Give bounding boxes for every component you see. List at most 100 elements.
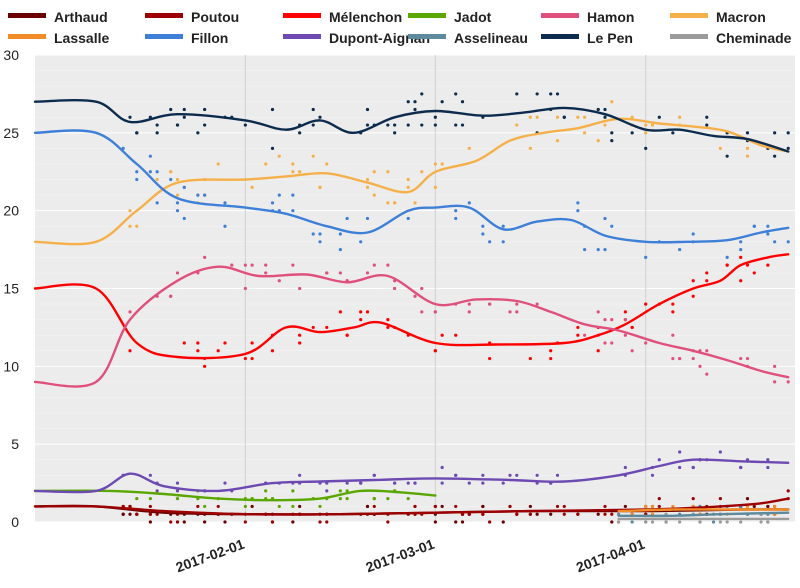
poll-dot-m-lenchon	[196, 349, 200, 353]
poll-dot-dupont-aignan	[175, 489, 180, 493]
poll-dot-fillon	[175, 201, 180, 205]
poll-dot-dupont-aignan	[175, 481, 180, 485]
poll-dot-le-pen	[413, 107, 417, 112]
poll-dot-jadot	[203, 504, 207, 509]
poll-dot-dupont-aignan	[440, 481, 444, 485]
poll-dot-macron	[175, 177, 180, 182]
y-tick-label: 0	[11, 514, 19, 530]
poll-dot-le-pen	[440, 100, 444, 104]
poll-dot-macron	[535, 115, 539, 119]
poll-dot-dupont-aignan	[691, 465, 695, 470]
poll-dot-macron	[393, 201, 397, 205]
poll-dot-macron	[433, 185, 437, 189]
poll-dot-le-pen	[155, 123, 159, 127]
poll-dot-le-pen	[786, 131, 790, 135]
legend-swatch	[670, 13, 708, 18]
poll-dot-arthaud	[223, 520, 227, 524]
poll-dot-cheminade	[766, 520, 770, 524]
poll-dot-jadot	[148, 497, 152, 501]
poll-dot-m-lenchon	[705, 279, 709, 283]
legend-item-poutou: Poutou	[145, 9, 239, 25]
poll-dot-le-pen	[365, 107, 370, 112]
legend-item-fillon: Fillon	[145, 30, 228, 46]
x-tick-label: 2017-03-01	[364, 536, 437, 576]
poll-dot-poutou	[467, 512, 471, 516]
poll-dot-hamon	[467, 302, 471, 306]
poll-dot-dupont-aignan	[650, 473, 655, 477]
poll-dot-macron	[365, 185, 370, 189]
poll-dot-m-lenchon	[440, 333, 444, 337]
poll-dot-dupont-aignan	[481, 473, 485, 477]
poll-dot-macron	[325, 162, 329, 166]
poll-dot-fillon	[277, 193, 281, 197]
poll-dot-hamon	[175, 271, 180, 275]
poll-dot-fillon	[786, 240, 790, 244]
poll-dot-m-lenchon	[691, 279, 695, 283]
legend: Arthaud Poutou Mélenchon Jadot Hamon Macron La…	[8, 9, 792, 46]
poll-dot-jadot	[406, 497, 410, 501]
series-line-macron	[33, 117, 790, 246]
poll-dot-poutou	[481, 512, 485, 516]
poll-dot-dupont-aignan	[623, 465, 627, 470]
poll-dot-fillon	[135, 177, 139, 182]
poll-dot-fillon	[291, 193, 295, 197]
poll-dot-le-pen	[128, 115, 132, 119]
poll-dot-le-pen	[705, 123, 709, 127]
poll-dot-m-lenchon	[752, 271, 756, 275]
poll-dot-dupont-aignan	[535, 473, 539, 477]
poll-dot-cheminade	[725, 520, 729, 524]
poll-dot-hamon	[596, 310, 600, 314]
poll-dot-le-pen	[562, 115, 566, 119]
grid-layer	[35, 54, 795, 523]
poll-dot-jadot	[277, 504, 281, 509]
poll-dot-macron	[155, 177, 159, 182]
poll-dot-jadot	[291, 504, 295, 509]
poll-dot-hamon	[610, 318, 614, 322]
poll-dot-le-pen	[603, 107, 607, 112]
poll-dot-fillon	[481, 232, 485, 236]
poll-dot-fillon	[725, 255, 729, 259]
poll-dot-m-lenchon	[311, 325, 315, 330]
poll-dot-m-lenchon	[705, 271, 709, 275]
poll-dot-m-lenchon	[216, 349, 220, 353]
poll-dot-macron	[291, 162, 295, 166]
poll-dot-le-pen	[311, 123, 315, 127]
poll-dot-fillon	[691, 232, 695, 236]
series-line-hamon	[33, 265, 790, 388]
poll-dot-m-lenchon	[488, 356, 492, 361]
poll-dot-hamon	[420, 310, 424, 314]
poll-dot-macron	[406, 177, 410, 182]
poll-dot-le-pen	[182, 107, 186, 112]
poll-dot-cheminade	[739, 520, 743, 524]
poll-dot-m-lenchon	[250, 356, 254, 361]
poll-dot-arthaud	[610, 520, 614, 524]
poll-dot-hamon	[291, 263, 295, 267]
poll-dot-arthaud	[250, 504, 254, 509]
poll-dot-jadot	[338, 489, 342, 493]
poll-dot-m-lenchon	[223, 341, 227, 345]
poll-dot-fillon	[318, 232, 322, 236]
poll-dot-macron	[610, 100, 614, 104]
poll-dot-m-lenchon	[182, 341, 186, 345]
legend-item-le-pen: Le Pen	[541, 30, 633, 46]
poll-dot-cheminade	[616, 520, 621, 524]
poll-dot-m-lenchon	[345, 333, 349, 337]
legend-label: Macron	[716, 9, 766, 25]
poll-dot-arthaud	[433, 520, 437, 524]
poll-dot-fillon	[603, 247, 607, 252]
poll-dot-lassalle	[671, 504, 675, 509]
poll-dot-m-lenchon	[766, 263, 770, 267]
poll-dot-asselineau	[630, 520, 634, 524]
poll-dot-fillon	[223, 201, 227, 205]
poll-dot-poutou	[508, 504, 512, 509]
poll-dot-dupont-aignan	[555, 473, 560, 477]
poll-dot-macron	[311, 154, 315, 158]
poll-dot-macron	[372, 193, 376, 197]
poll-dot-macron	[433, 162, 437, 166]
poll-dot-hamon	[250, 263, 254, 267]
poll-dot-macron	[291, 170, 295, 174]
legend-label: Cheminade	[716, 30, 792, 46]
poll-dot-hamon	[515, 310, 519, 314]
poll-dot-hamon	[610, 341, 614, 345]
poll-dot-hamon	[338, 271, 342, 275]
